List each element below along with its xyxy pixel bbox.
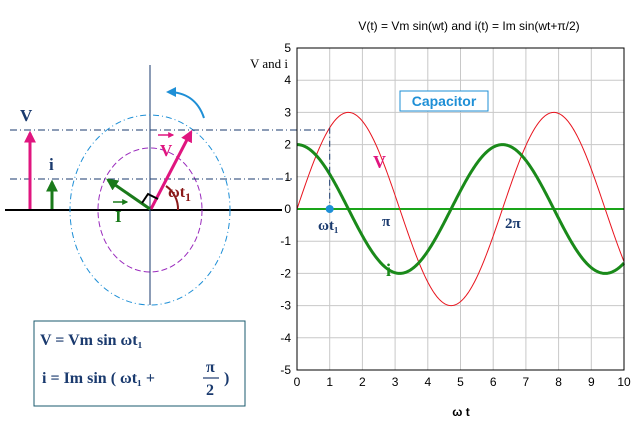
- x-tick-label: 2: [359, 375, 366, 389]
- x-tick-label: 3: [392, 375, 399, 389]
- right-angle-mark: [141, 192, 159, 204]
- x-tick-label: 0: [294, 375, 301, 389]
- formula-box: V = Vm sin ωt₁ i = Im sin ( ωt₁ + π 2 ): [33, 320, 246, 407]
- phasor-label-wt: ωt1: [168, 184, 191, 204]
- x-tick-label: 6: [490, 375, 497, 389]
- voltage-circle: [69, 114, 231, 306]
- current-phasor-arrow: [106, 178, 151, 211]
- formula-fraction-numerator: π: [206, 359, 215, 376]
- y-tick-label: -5: [280, 363, 291, 377]
- y-tick-label: -1: [280, 234, 291, 248]
- formula-line-2: i = Im sin ( ωt₁ +: [42, 370, 155, 387]
- y-tick-label: 4: [284, 73, 291, 87]
- x-axis-label: ω t: [452, 405, 469, 419]
- phasor-diagram: V i V I ωt1: [5, 65, 330, 306]
- series-line-i: [296, 143, 626, 275]
- pi-label: π: [382, 214, 391, 230]
- y-tick-label: 5: [284, 41, 291, 55]
- formula-box-border: [33, 320, 246, 407]
- capacitor-label: Capacitor: [399, 90, 489, 112]
- two-pi-label: 2π: [505, 216, 522, 232]
- y-tick-label: -2: [280, 266, 291, 280]
- x-tick-label: 4: [424, 375, 431, 389]
- plot-area-border: [296, 47, 625, 371]
- current-circle: [97, 147, 203, 273]
- wt1-label: ωt₁: [318, 218, 338, 234]
- x-tick-label: 10: [617, 375, 631, 389]
- y-tick-label: -3: [280, 299, 291, 313]
- x-tick-label: 8: [555, 375, 562, 389]
- series-lines: [296, 111, 626, 307]
- phasor-label-i-left: i: [49, 155, 54, 174]
- voltage-phasor-arrow: [149, 129, 193, 210]
- rotation-arrow: [166, 87, 205, 119]
- series-label-i: i: [386, 260, 391, 280]
- x-tick-label: 7: [523, 375, 530, 389]
- formula-fraction-denominator: 2: [206, 382, 214, 399]
- x-tick-label: 5: [457, 375, 464, 389]
- capacitor-label-text: Capacitor: [412, 93, 477, 109]
- chart: V(t) = Vm sin(wt) and i(t) = Im sin(wt+π…: [250, 19, 631, 419]
- y-tick-label: -4: [280, 331, 291, 345]
- phasor-label-V-rot: V: [160, 141, 173, 160]
- formula-line-1: V = Vm sin ωt₁: [40, 332, 143, 349]
- phasor-label-V-left: V: [20, 106, 33, 125]
- chart-title: V(t) = Vm sin(wt) and i(t) = Im sin(wt+π…: [358, 19, 579, 33]
- x-tick-label: 9: [588, 375, 595, 389]
- y-tick-label: 1: [284, 170, 291, 184]
- y-tick-label: 2: [284, 138, 291, 152]
- y-axis-label: V and i: [250, 56, 288, 71]
- phasor-label-I-rot: I: [115, 207, 122, 226]
- series-label-V: V: [373, 152, 386, 172]
- capacitor-label-box: [399, 90, 489, 112]
- x-tick-label: 1: [326, 375, 333, 389]
- series-line-V: [296, 111, 625, 307]
- angle-arc: [165, 185, 180, 211]
- y-tick-label: 3: [284, 105, 291, 119]
- y-tick-label: 0: [284, 202, 291, 216]
- wt1-marker: [325, 205, 334, 213]
- formula-line-2-suffix: ): [224, 370, 229, 387]
